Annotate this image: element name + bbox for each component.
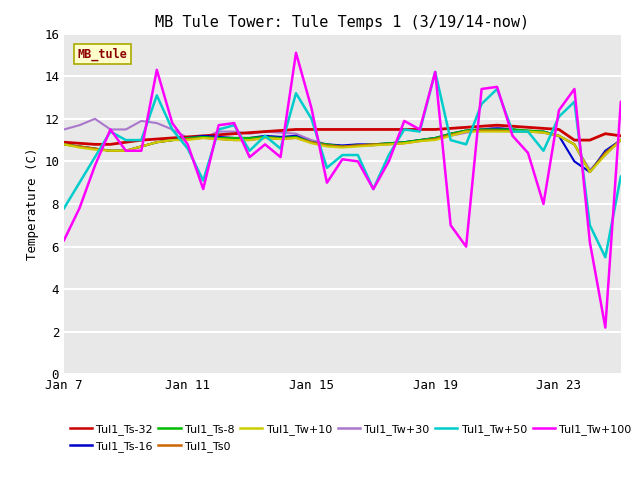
Title: MB Tule Tower: Tule Temps 1 (3/19/14-now): MB Tule Tower: Tule Temps 1 (3/19/14-now…	[156, 15, 529, 30]
Text: MB_tule: MB_tule	[78, 47, 128, 60]
Y-axis label: Temperature (C): Temperature (C)	[26, 148, 38, 260]
Legend: Tul1_Ts-32, Tul1_Ts-16, Tul1_Ts-8, Tul1_Ts0, Tul1_Tw+10, Tul1_Tw+30, Tul1_Tw+50,: Tul1_Ts-32, Tul1_Ts-16, Tul1_Ts-8, Tul1_…	[70, 424, 632, 452]
